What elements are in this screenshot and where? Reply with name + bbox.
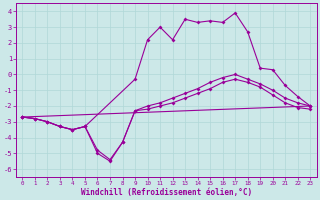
X-axis label: Windchill (Refroidissement éolien,°C): Windchill (Refroidissement éolien,°C) [81,188,252,197]
